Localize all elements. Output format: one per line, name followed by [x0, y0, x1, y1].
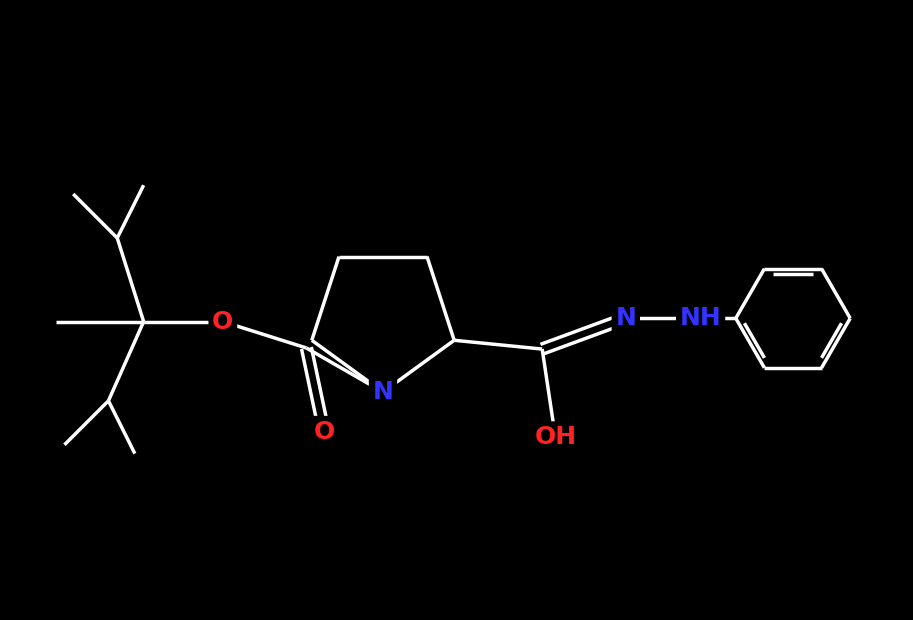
Text: O: O: [313, 420, 335, 443]
Text: O: O: [212, 309, 234, 334]
Text: N: N: [373, 380, 394, 404]
Text: OH: OH: [534, 425, 576, 449]
Text: NH: NH: [679, 306, 721, 330]
Text: N: N: [615, 306, 636, 330]
